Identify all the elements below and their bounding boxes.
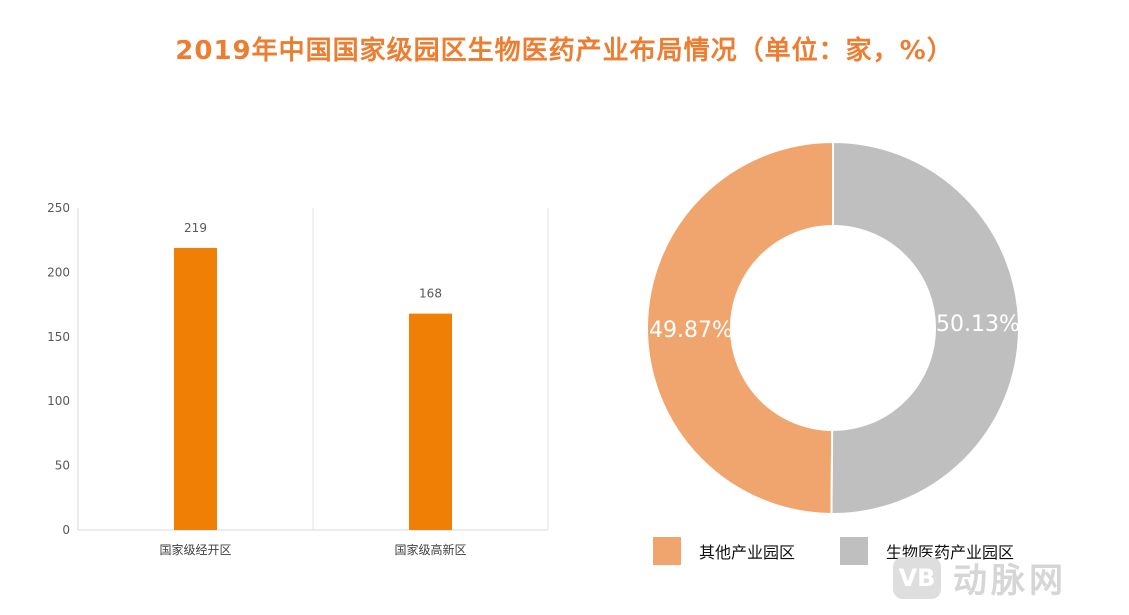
watermark-logo: VB [893, 556, 941, 599]
donut-slice [830, 140, 1020, 515]
y-tick-label: 150 [47, 330, 70, 344]
y-tick-label: 250 [47, 201, 70, 215]
y-tick-label: 200 [47, 265, 70, 279]
y-tick-label: 0 [62, 523, 70, 537]
donut-slice [645, 140, 834, 516]
legend-swatch-other [653, 537, 681, 565]
x-category-label: 国家级经开区 [159, 542, 231, 557]
bar [409, 313, 452, 530]
x-category-label: 国家级高新区 [394, 542, 466, 557]
y-tick-label: 100 [47, 394, 70, 408]
watermark: VB 动脉网 [893, 553, 1067, 602]
y-tick-label: 50 [55, 459, 70, 473]
bar-value-label: 219 [184, 221, 207, 235]
bar-chart: 0 50 100 150 200 250 219 国家级经开区 168 国家级高新区 [47, 201, 549, 557]
legend-swatch-bio [840, 537, 868, 565]
slice-value-label: 50.13% [936, 312, 1020, 337]
legend-label-other: 其他产业园区 [699, 543, 796, 562]
bar-value-label: 168 [419, 287, 442, 301]
chart-title: 2019年中国国家级园区生物医药产业布局情况（单位：家，%） [175, 36, 954, 66]
watermark-text: 动脉网 [953, 561, 1067, 601]
legend-item-other: 其他产业园区 [653, 537, 795, 565]
slice-value-label: 49.87% [649, 318, 733, 343]
bar [174, 247, 217, 531]
